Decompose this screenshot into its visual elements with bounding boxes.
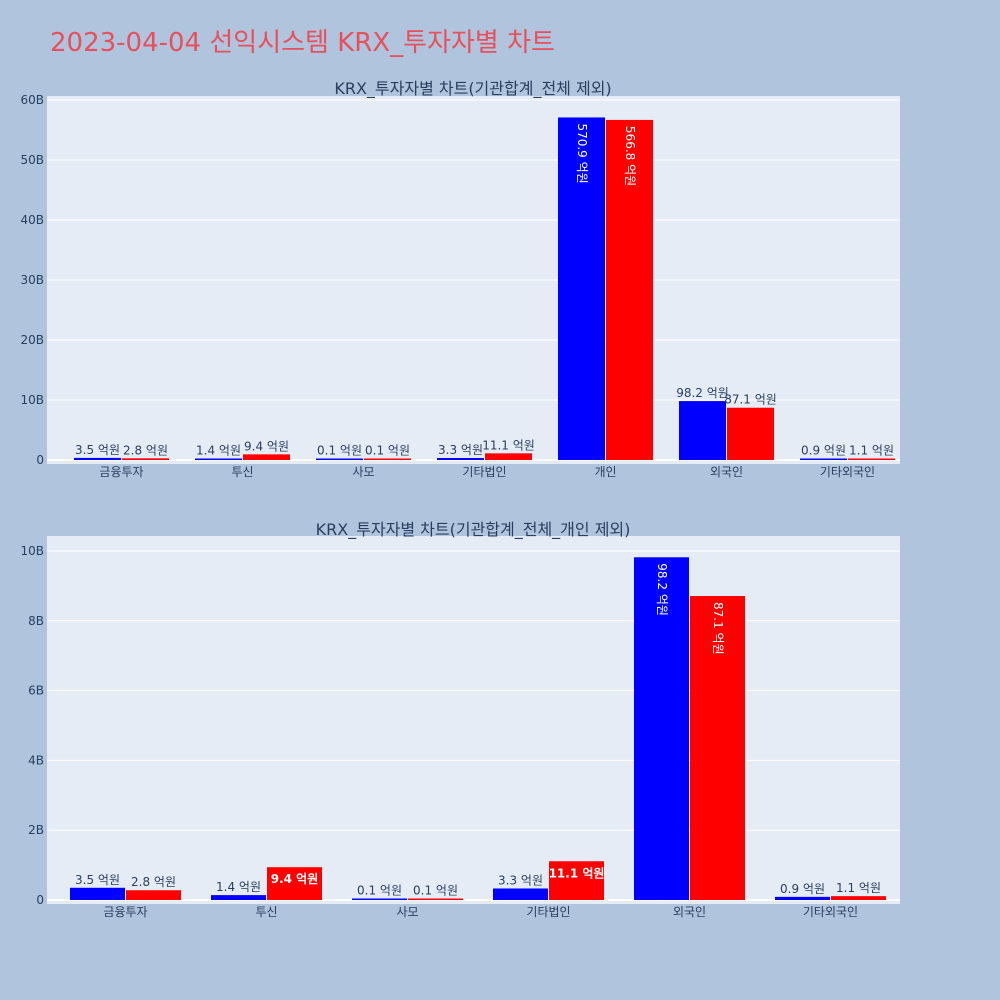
- bar: [364, 458, 411, 460]
- y-tick-label: 20B: [20, 333, 44, 347]
- y-tick-label: 50B: [20, 153, 44, 167]
- data-label: 0.1 억원: [413, 884, 458, 898]
- bar: [727, 407, 774, 460]
- data-label: 3.5 억원: [75, 873, 120, 887]
- bar: [316, 458, 363, 460]
- bar: [267, 867, 322, 900]
- x-tick-label: 기타법인: [526, 905, 570, 919]
- plot-area-2: [47, 536, 900, 904]
- bar: [437, 458, 484, 460]
- data-label: 9.4 억원: [244, 439, 289, 453]
- bar: [352, 898, 407, 900]
- bar: [690, 596, 745, 900]
- x-tick-label: 투신: [255, 905, 277, 919]
- y-tick-label: 40B: [20, 213, 44, 227]
- x-tick-label: 금융투자: [99, 465, 143, 479]
- bar: [493, 888, 548, 900]
- y-tick-label: 8B: [28, 614, 44, 628]
- y-tick-label: 30B: [20, 273, 44, 287]
- bar: [549, 861, 604, 900]
- x-tick-label: 사모: [396, 905, 418, 919]
- chart-title: KRX_투자자별 차트(기관합계_전체 제외): [334, 79, 611, 99]
- bar: [408, 898, 463, 900]
- data-label: 0.1 억원: [365, 444, 410, 458]
- data-label: 98.2 억원: [676, 386, 729, 400]
- bar: [848, 458, 895, 460]
- data-label: 2.8 억원: [131, 875, 176, 889]
- data-label: 1.4 억원: [216, 880, 261, 894]
- bar: [211, 895, 266, 900]
- data-label: 11.1 억원: [549, 866, 605, 880]
- bar: [800, 458, 847, 460]
- x-tick-label: 개인: [594, 465, 616, 479]
- x-tick-label: 기타법인: [462, 465, 506, 479]
- bar: [679, 401, 726, 460]
- data-label: 0.1 억원: [357, 884, 402, 898]
- bar: [74, 457, 121, 460]
- data-label: 87.1 억원: [711, 602, 725, 655]
- x-tick-label: 사모: [352, 465, 374, 479]
- data-label: 0.9 억원: [780, 882, 825, 896]
- bar: [243, 454, 290, 460]
- y-tick-label: 0: [36, 893, 44, 907]
- bar: [485, 453, 532, 460]
- bar: [122, 458, 169, 460]
- y-tick-label: 6B: [28, 684, 44, 698]
- data-label: 98.2 억원: [655, 563, 669, 616]
- y-tick-label: 0: [36, 453, 44, 467]
- y-tick-label: 60B: [20, 93, 44, 107]
- bar: [634, 557, 689, 900]
- data-label: 566.8 억원: [623, 126, 637, 186]
- bar: [831, 896, 886, 900]
- x-tick-label: 외국인: [673, 905, 706, 919]
- data-label: 0.1 억원: [317, 444, 362, 458]
- bar: [126, 890, 181, 900]
- data-label: 0.9 억원: [801, 444, 846, 458]
- chart-title: KRX_투자자별 차트(기관합계_전체_개인 제외): [316, 520, 631, 540]
- x-tick-label: 기타외국인: [803, 905, 858, 919]
- data-label: 570.9 억원: [575, 123, 589, 183]
- bar: [70, 887, 125, 900]
- data-label: 1.4 억원: [196, 444, 241, 458]
- bar: [558, 117, 605, 461]
- data-label: 2.8 억원: [123, 443, 168, 457]
- page-title: 2023-04-04 선익시스템 KRX_투자자별 차트: [50, 28, 555, 58]
- data-label: 3.5 억원: [75, 443, 120, 457]
- data-label: 3.3 억원: [498, 873, 543, 887]
- data-label: 3.3 억원: [438, 443, 483, 457]
- x-tick-label: 투신: [231, 465, 253, 479]
- x-tick-label: 외국인: [710, 465, 743, 479]
- bar: [606, 119, 653, 461]
- y-tick-label: 10B: [20, 393, 44, 407]
- bar: [775, 896, 830, 900]
- y-tick-label: 2B: [28, 823, 44, 837]
- x-tick-label: 기타외국인: [820, 465, 875, 479]
- data-label: 1.1 억원: [849, 444, 894, 458]
- x-tick-label: 금융투자: [103, 905, 147, 919]
- data-label: 1.1 억원: [836, 881, 881, 895]
- bar: [195, 458, 242, 460]
- data-label: 11.1 억원: [482, 438, 535, 452]
- data-label: 87.1 억원: [724, 393, 777, 407]
- data-label: 9.4 억원: [271, 872, 319, 886]
- y-tick-label: 4B: [28, 753, 44, 767]
- y-tick-label: 10B: [20, 544, 44, 558]
